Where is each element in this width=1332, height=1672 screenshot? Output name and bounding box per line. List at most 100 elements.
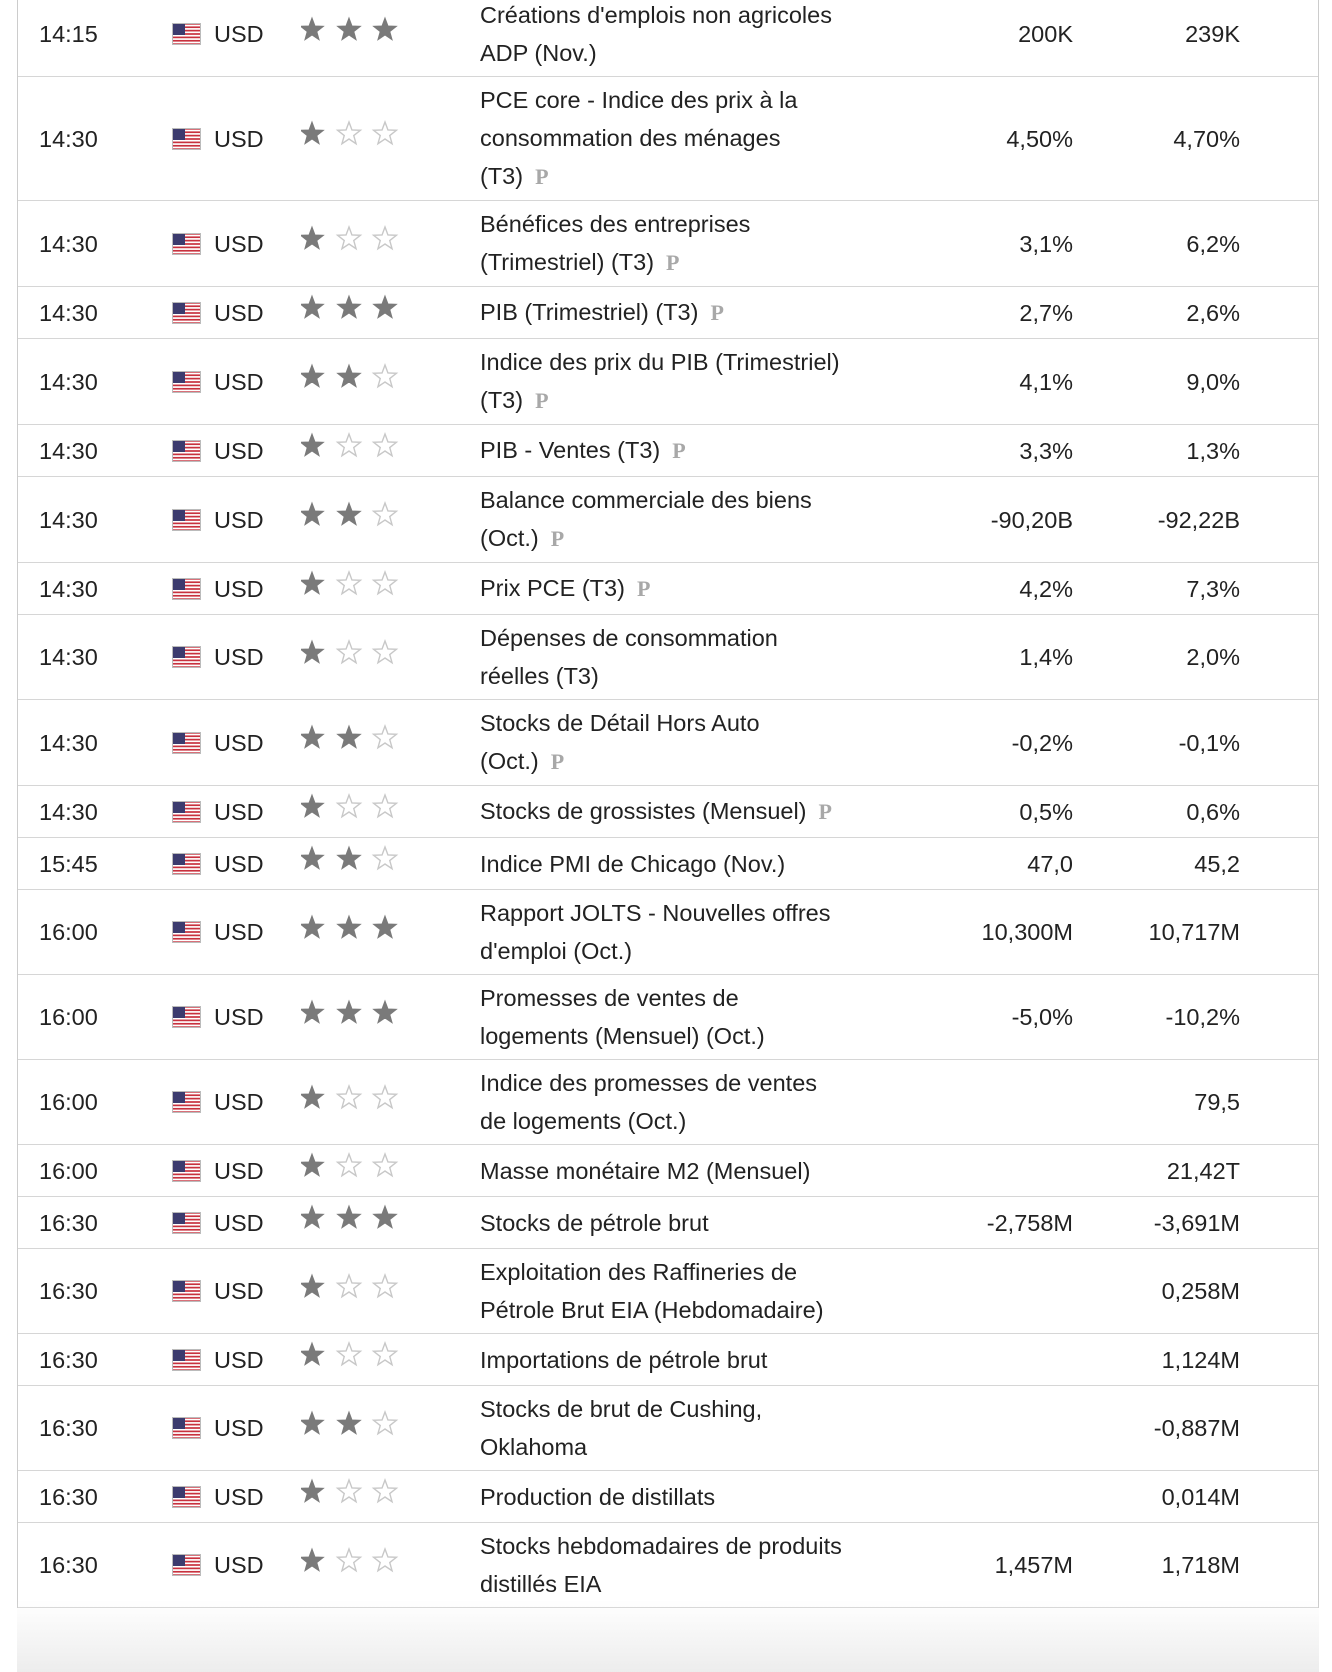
us-flag (172, 1006, 201, 1028)
forecast: 3,1% (1019, 230, 1073, 257)
star-filled (299, 724, 325, 749)
flag-cell (172, 1522, 214, 1608)
previous-cell: 0,6% (1073, 785, 1240, 838)
preliminary-tag: P (672, 438, 686, 463)
flag-cell (172, 338, 214, 425)
star-empty (371, 569, 399, 596)
forecast: 2,7% (1019, 299, 1073, 326)
event-row: 16:30 USD Production de distillats 0,014M (18, 1470, 1318, 1523)
flag-cell (172, 785, 214, 838)
flag-cell (172, 0, 214, 77)
event-cell: Stocks de grossistes (Mensuel) P (480, 785, 860, 838)
importance-stars (299, 500, 399, 527)
currency-cell: USD (214, 200, 301, 287)
time: 16:00 (39, 1089, 98, 1115)
event-cell: Créations d'emplois non agricoles ADP (N… (480, 0, 860, 77)
previous: 1,3% (1186, 437, 1240, 464)
previous: 45,2 (1194, 850, 1240, 877)
preliminary-tag: P (666, 250, 680, 275)
forecast-cell: 200K (860, 0, 1073, 77)
time: 16:30 (39, 1415, 98, 1441)
event-cell: Production de distillats (480, 1470, 860, 1523)
importance-cell (299, 200, 480, 287)
us-flag (172, 1280, 201, 1302)
previous-cell: 4,70% (1073, 76, 1240, 201)
currency-cell: USD (214, 476, 301, 563)
event-name: Indice des promesses de ventes de logeme… (480, 1070, 818, 1134)
previous-cell: 6,2% (1073, 200, 1240, 287)
importance-stars (299, 224, 399, 251)
star-empty (335, 1546, 363, 1572)
importance-stars (299, 294, 398, 319)
star-empty (371, 792, 399, 819)
star-filled (336, 914, 362, 939)
currency-cell: USD (214, 1248, 301, 1334)
previous: -92,22B (1157, 506, 1240, 533)
star-filled (336, 845, 362, 870)
spacer-cell (1240, 1522, 1318, 1608)
currency: USD (214, 1415, 264, 1441)
flag-cell (172, 286, 214, 339)
currency: USD (214, 644, 264, 670)
star-empty (371, 723, 399, 750)
time-cell: 14:15 (18, 0, 172, 77)
forecast-cell: 3,1% (860, 200, 1073, 287)
star-empty (335, 431, 363, 458)
currency: USD (214, 230, 264, 257)
event-name: Production de distillats (480, 1483, 716, 1510)
us-flag (172, 577, 201, 600)
currency-cell: USD (214, 1196, 301, 1249)
previous-cell: 79,5 (1073, 1059, 1240, 1145)
spacer-cell (1240, 614, 1318, 700)
forecast-cell: 47,0 (860, 837, 1073, 890)
flag-cell (172, 1248, 214, 1334)
time: 14:30 (39, 368, 98, 395)
star-empty (371, 224, 399, 251)
star-empty (371, 1151, 399, 1178)
forecast-cell: -90,20B (860, 476, 1073, 563)
star-empty (335, 1272, 363, 1298)
event-row: 14:15 USD Créations d'emplois non agricole… (18, 0, 1318, 77)
currency-cell: USD (214, 1333, 301, 1386)
previous: -10,2% (1165, 1004, 1240, 1030)
flag-cell (172, 1470, 214, 1523)
forecast-cell (860, 1470, 1073, 1523)
spacer-cell (1240, 1196, 1318, 1249)
flag-cell (172, 76, 214, 201)
previous: -0,887M (1153, 1415, 1240, 1441)
time-cell: 16:00 (18, 1059, 172, 1145)
star-empty (371, 431, 399, 458)
star-empty (371, 1083, 399, 1109)
star-empty (371, 1272, 399, 1298)
us-flag (172, 1348, 201, 1371)
event-cell: Promesses de ventes de logements (Mensue… (480, 974, 860, 1060)
currency-cell: USD (214, 338, 301, 425)
importance-cell (299, 476, 480, 563)
event-row: 16:30 USD Stocks hebdomadaires de produits… (18, 1522, 1318, 1608)
previous: 7,3% (1186, 575, 1240, 602)
spacer-cell (1240, 837, 1318, 890)
spacer-cell (1240, 76, 1318, 201)
calendar: 14:15 USD Créations d'emplois non agricole… (17, 0, 1319, 1608)
time: 15:45 (39, 850, 98, 877)
previous: 79,5 (1194, 1089, 1240, 1115)
currency-cell: USD (214, 0, 301, 77)
currency: USD (214, 919, 264, 945)
previous: 10,717M (1148, 919, 1240, 945)
time: 16:30 (39, 1346, 98, 1373)
star-empty (371, 1477, 399, 1504)
us-flag (172, 1211, 201, 1234)
event-row: 14:30 USD Dépenses de consommation réelles… (18, 614, 1318, 700)
spacer-cell (1240, 0, 1318, 77)
star-empty (335, 1151, 363, 1178)
star-filled (336, 294, 362, 319)
star-empty (335, 1083, 363, 1109)
forecast-cell (860, 1333, 1073, 1386)
us-flag (172, 1554, 201, 1576)
previous: 2,6% (1186, 299, 1240, 326)
spacer-cell (1240, 286, 1318, 339)
currency-cell: USD (214, 699, 301, 786)
importance-cell (299, 974, 480, 1060)
star-empty (335, 119, 363, 146)
currency: USD (214, 1483, 264, 1510)
